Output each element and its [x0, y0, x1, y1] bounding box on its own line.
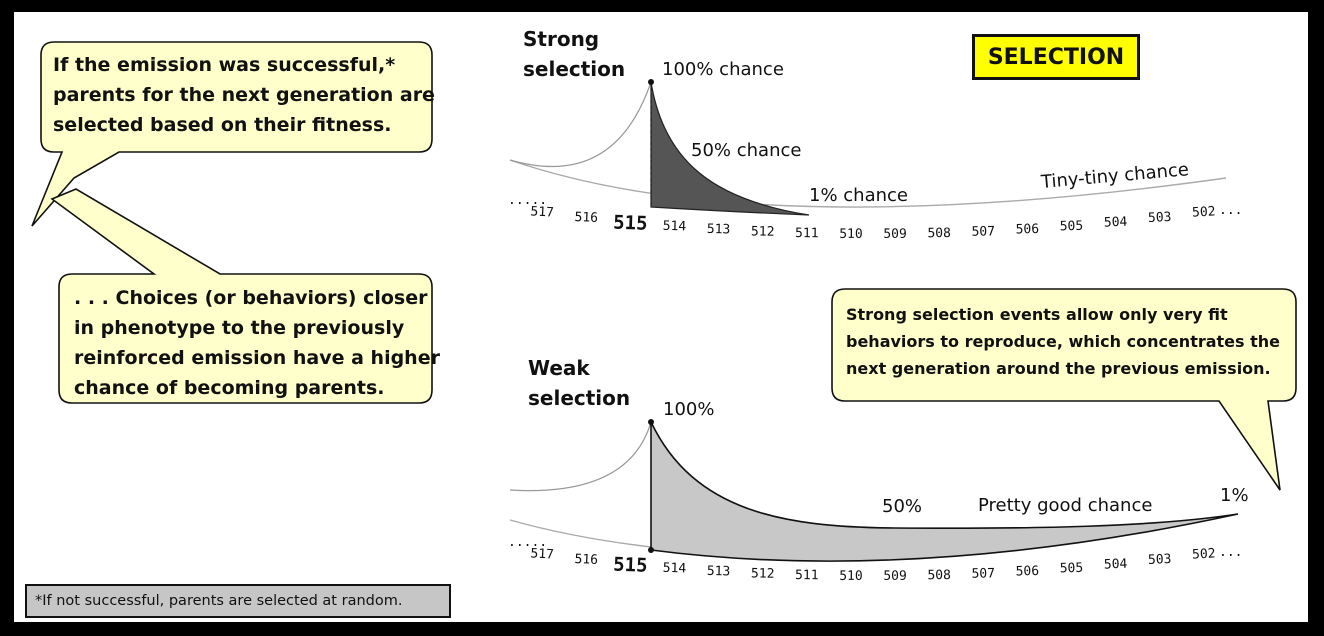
- strong-half-label: 50% chance: [691, 140, 802, 161]
- weak-axis-tick-label: 515: [613, 554, 648, 577]
- strong-title-line: selection: [523, 57, 626, 81]
- weak-axis-tick-label: 516: [574, 552, 598, 568]
- strong-axis-tick-label: 509: [883, 227, 907, 242]
- bubble-right-line: next generation around the previous emis…: [846, 359, 1271, 378]
- weak-axis-trail: ...: [1219, 545, 1242, 560]
- weak-peak-dot: [648, 419, 654, 425]
- diagram-graphics: .....517 516 515 514 513 512 511 510 509 508 507 50…: [31, 41, 1297, 584]
- strong-axis-labels: .....517 516 515 514 513 512 511 510 509 508 507 50…: [508, 193, 1242, 242]
- weak-fill-area: [650, 421, 1239, 562]
- bubble-mid-left-line: in phenotype to the previously: [74, 317, 405, 339]
- strong-axis-tick-label: 507: [971, 224, 995, 239]
- weak-axis-tick-label: 504: [1104, 557, 1128, 573]
- strong-axis-tick-label: 515: [613, 212, 648, 235]
- strong-axis-tick-label: 502: [1192, 204, 1216, 220]
- strong-axis-tick-label: 506: [1015, 222, 1039, 238]
- bubble-right: Strong selection events allow only very …: [846, 301, 1280, 382]
- strong-peak-dot: [648, 79, 654, 85]
- strong-axis-tick-label: 504: [1104, 215, 1128, 231]
- weak-axis-tick-label: 508: [927, 568, 951, 583]
- weak-title-line: selection: [528, 386, 631, 410]
- strong-axis-tick-label: 505: [1060, 219, 1084, 235]
- footnote: *If not successful, parents are selected…: [25, 584, 451, 618]
- strong-fill-area: [650, 81, 810, 216]
- strong-axis-tick-label: 508: [927, 226, 951, 241]
- weak-axis-tick-label: 509: [883, 569, 907, 584]
- bubble-top-left-shape: [31, 41, 433, 227]
- bubble-mid-left-shape: [50, 188, 433, 404]
- bubble-mid-left-line: reinforced emission have a higher: [74, 347, 440, 369]
- weak-axis-tick-label: 502: [1192, 546, 1216, 562]
- bubble-top-left-line: If the emission was successful,*: [53, 54, 396, 76]
- weak-good-label: Pretty good chance: [978, 495, 1153, 516]
- strong-axis-tick-label: 513: [707, 222, 731, 238]
- bubble-top-left: If the emission was successful,* parents…: [53, 50, 435, 140]
- weak-axis-tick-label: 514: [663, 561, 687, 577]
- selection-badge: SELECTION: [972, 34, 1140, 80]
- weak-half-label: 50%: [882, 496, 923, 517]
- strong-one-label: 1% chance: [809, 185, 908, 206]
- weak-axis-lead: .....: [508, 535, 547, 550]
- strong-left-curve: [509, 81, 652, 168]
- weak-axis-tick-label: 513: [707, 564, 731, 580]
- weak-axis-tick-label: 506: [1015, 564, 1039, 580]
- weak-selection-title: Weak selection: [528, 353, 630, 413]
- strong-axis-tick-label: 511: [795, 226, 819, 241]
- weak-axis-tick-label: 510: [839, 569, 863, 584]
- strong-axis-trail: ...: [1219, 203, 1242, 218]
- strong-axis-tick-label: 503: [1148, 210, 1172, 226]
- strong-axis-tick-label: 512: [751, 224, 775, 239]
- bubble-mid-left-line: . . . Choices (or behaviors) closer: [74, 287, 428, 309]
- strong-title-line: Strong: [523, 27, 600, 51]
- weak-peak-label: 100%: [663, 399, 715, 420]
- weak-one-label: 1%: [1220, 485, 1249, 506]
- bubble-mid-left: . . . Choices (or behaviors) closer in p…: [74, 283, 440, 403]
- diagram-panel: ..... 517 516 515 514 513 512 511 510 509 508 507 50…: [14, 12, 1308, 622]
- weak-left-curve: [509, 421, 652, 492]
- strong-axis-tick-label: 514: [663, 219, 687, 235]
- weak-axis-tick-label: 511: [795, 568, 819, 583]
- weak-axis-tick-label: 505: [1060, 561, 1084, 577]
- weak-title-line: Weak: [528, 356, 590, 380]
- weak-axis-labels: .....517 516 515 514 513 512 511 510 509 508 507 50…: [508, 535, 1242, 584]
- strong-axis-tick-label: 510: [839, 227, 863, 242]
- weak-base-dot: [648, 547, 654, 553]
- weak-axis-tick-label: 507: [971, 566, 995, 581]
- strong-axis-lead: .....: [508, 193, 547, 208]
- bubble-right-shape: [831, 288, 1297, 491]
- strong-axis-tick-label: 516: [574, 210, 598, 226]
- bubble-mid-left-line: chance of becoming parents.: [74, 377, 385, 399]
- weak-axis-tick-label: 503: [1148, 552, 1172, 568]
- bubble-top-left-line: selected based on their fitness.: [53, 114, 392, 136]
- strong-selection-title: Strong selection: [523, 24, 625, 84]
- strong-axis-curve: [509, 159, 1227, 208]
- bubble-right-line: Strong selection events allow only very …: [846, 305, 1228, 324]
- weak-axis-tick-label: 517: [530, 546, 554, 562]
- bubble-top-left-line: parents for the next generation are: [53, 84, 435, 106]
- strong-axis-tick-label: 517: [530, 204, 554, 220]
- strong-peak-label: 100% chance: [662, 59, 784, 80]
- bubble-right-line: behaviors to reproduce, which concentrat…: [846, 332, 1281, 351]
- weak-axis-tick-label: 512: [751, 566, 775, 581]
